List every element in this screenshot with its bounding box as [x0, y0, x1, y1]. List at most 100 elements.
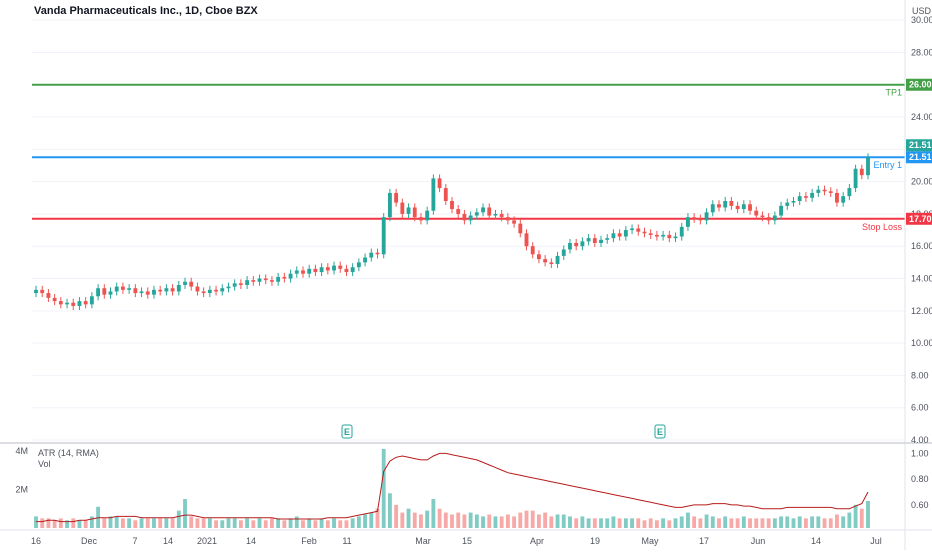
candle-body	[158, 289, 163, 292]
last-price-box	[906, 139, 932, 152]
volume-bar	[729, 518, 734, 528]
volume-bar	[692, 516, 697, 528]
candle-body	[176, 284, 181, 292]
volume-bar	[456, 512, 461, 528]
candle-body	[741, 204, 746, 210]
candle-body	[294, 270, 299, 274]
price-tick-label: 28.00	[911, 47, 932, 57]
volume-bar	[537, 514, 541, 528]
volume-bar	[468, 512, 473, 528]
volume-bar	[412, 512, 417, 528]
volume-bar	[841, 516, 846, 528]
volume-bar	[344, 520, 349, 528]
candle-body	[748, 204, 752, 211]
volume-bar	[810, 516, 815, 528]
volume-bar	[158, 518, 163, 528]
volume-bar	[505, 514, 510, 528]
volume-bar	[431, 499, 436, 528]
volume-bar	[561, 514, 566, 528]
volume-bar	[406, 508, 411, 528]
candle-body	[201, 291, 206, 294]
volume-bar	[828, 518, 833, 528]
candle-body	[710, 204, 715, 213]
volume-bar	[723, 516, 728, 528]
volume-bar	[220, 520, 225, 528]
volume-bar	[785, 516, 790, 528]
volume-tick-label: 2M	[15, 484, 28, 494]
level-name: Stop Loss	[862, 222, 903, 232]
candle-body	[512, 220, 517, 224]
price-tick-label: 20.00	[911, 177, 932, 187]
candle-body	[779, 205, 783, 216]
candle-body	[189, 281, 194, 287]
volume-bar	[636, 518, 641, 528]
level-price-label: 26.00	[909, 80, 932, 90]
candle-body	[505, 217, 510, 221]
candle-body	[232, 283, 237, 287]
volume-bar	[71, 518, 76, 528]
volume-bar	[152, 518, 156, 528]
candle-body	[568, 242, 572, 250]
volume-bar	[568, 516, 572, 528]
candle-body	[642, 231, 647, 234]
atr-legend: ATR (14, RMA)	[38, 448, 99, 458]
volume-bar	[530, 510, 535, 528]
level-price-label: 21.51	[909, 152, 932, 162]
candle-body	[369, 252, 374, 258]
candle-body	[841, 196, 846, 203]
volume-bar	[648, 518, 653, 528]
volume-bar	[673, 518, 678, 528]
volume-bar	[487, 514, 492, 528]
candle-body	[71, 302, 76, 306]
candle-body	[791, 201, 796, 203]
candle-body	[394, 192, 399, 203]
candle-body	[729, 201, 734, 206]
volume-bar	[170, 518, 175, 528]
candle-body	[220, 288, 225, 292]
candle-body	[654, 234, 659, 237]
candle-body	[574, 242, 579, 247]
volume-bar	[866, 501, 870, 528]
volume-bar	[400, 512, 405, 528]
volume-bar	[617, 518, 622, 528]
volume-bar	[270, 518, 274, 528]
volume-bar	[34, 516, 38, 528]
volume-bar	[592, 518, 597, 528]
level-price-box	[906, 78, 932, 91]
candle-body	[387, 192, 392, 218]
price-tick-label: 4.00	[911, 435, 929, 445]
volume-bar	[102, 518, 107, 528]
candle-body	[754, 210, 759, 216]
candle-body	[245, 280, 250, 285]
time-tick-label: Jun	[751, 536, 766, 546]
candle-body	[96, 288, 101, 297]
candle-body	[828, 191, 833, 193]
volume-bar	[760, 518, 765, 528]
candle-body	[313, 268, 318, 273]
volume-bar	[133, 520, 138, 528]
candle-body	[437, 178, 442, 189]
volume-bar	[338, 520, 343, 528]
candle-body	[605, 238, 610, 240]
candle-body	[251, 280, 256, 282]
price-tick-label: 16.00	[911, 241, 932, 251]
candle-body	[456, 209, 461, 214]
level-name: TP1	[885, 88, 902, 98]
volume-bar	[276, 518, 281, 528]
volume-bar	[654, 520, 659, 528]
candle-body	[108, 291, 113, 295]
volume-bar	[332, 518, 336, 528]
volume-bar	[859, 508, 864, 528]
level-price-label: 17.70	[909, 214, 932, 224]
volume-bar	[605, 518, 610, 528]
volume-bar	[127, 518, 132, 528]
time-tick-label: 14	[163, 536, 173, 546]
candle-body	[431, 178, 436, 211]
volume-bar	[176, 510, 181, 528]
volume-bar	[450, 514, 454, 528]
earnings-marker	[341, 424, 353, 439]
candle-body	[443, 188, 448, 202]
volume-bar	[375, 508, 380, 528]
